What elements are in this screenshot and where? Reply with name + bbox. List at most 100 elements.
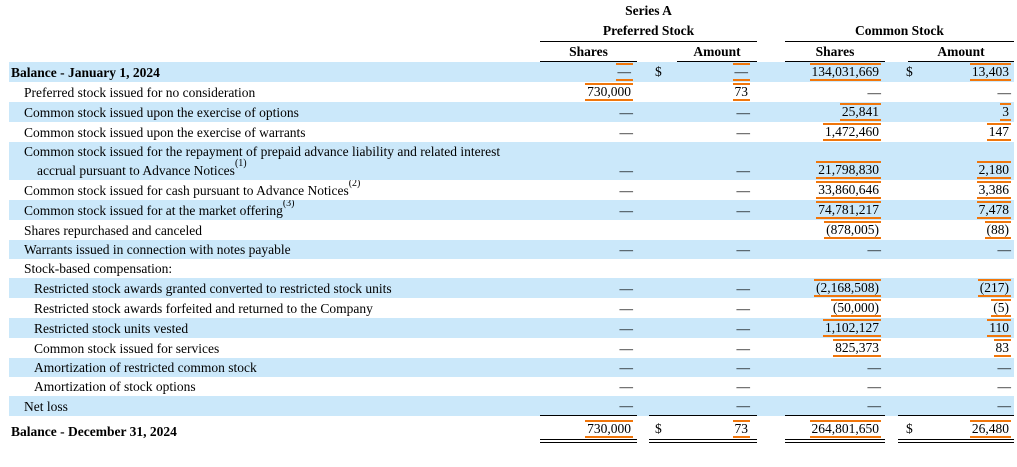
table-row: Restricted stock awards forfeited and re… (9, 298, 1014, 318)
preferred-shares-cell: — (540, 102, 637, 122)
common-shares-cell: 264,801,650 (785, 415, 885, 443)
column-gap (757, 278, 785, 298)
column-gap (885, 416, 898, 442)
column-gap (885, 298, 898, 318)
common-shares-marked-value: 134,031,669 (809, 63, 881, 81)
common-shares-value: — (867, 360, 882, 375)
common-shares-value: — (867, 242, 882, 257)
header-spacer (757, 21, 785, 42)
header-spacer (9, 42, 540, 62)
column-gap (757, 396, 785, 416)
column-gap (637, 220, 649, 240)
common-shares-cell: 825,373 (785, 338, 885, 358)
preferred-amount-cell: — (649, 338, 757, 358)
common-amount-value: — (997, 85, 1012, 100)
table-row: Warrants issued in connection with notes… (9, 240, 1014, 259)
common-amount-marked-value: 147 (986, 123, 1011, 141)
stockholders-equity-table: Series A Preferred Stock Common Stock Sh… (9, 0, 1014, 443)
preferred-amount-value: — (736, 105, 751, 120)
preferred-shares-value: — (619, 105, 634, 120)
table-row: Common stock issued for cash pursuant to… (9, 180, 1014, 200)
column-gap (637, 358, 649, 377)
preferred-amount-cell: — (649, 358, 757, 377)
header-spacer (9, 21, 540, 42)
dollar-sign: $ (906, 421, 913, 436)
column-gap (757, 200, 785, 220)
common-shares-cell: 1,472,460 (785, 122, 885, 142)
row-label: Amortization of stock options (34, 379, 196, 394)
table-row: Common stock issued upon the exercise of… (9, 122, 1014, 142)
preferred-amount-cell: — (649, 142, 757, 180)
header-spacer (757, 0, 785, 21)
preferred-amount-cell: — (649, 102, 757, 122)
common-amount-marked-value: 3,386 (976, 181, 1011, 199)
preferred-amount-value: — (736, 398, 751, 413)
group-name-row: Preferred Stock Common Stock (9, 21, 1014, 42)
row-label: Shares repurchased and canceled (24, 223, 203, 238)
preferred-shares-cell (540, 259, 637, 278)
footnote-reference: (2) (348, 180, 361, 189)
column-gap (637, 377, 649, 396)
preferred-amount-value: — (736, 163, 751, 178)
preferred-amount-cell: — (649, 278, 757, 298)
preferred-amount-value: — (736, 125, 751, 140)
common-shares-cell: 74,781,217 (785, 200, 885, 220)
preferred-shares-marked-value: — (615, 63, 633, 81)
common-shares-cell: (50,000) (785, 298, 885, 318)
row-label: Common stock issued for cash pursuant to… (9, 180, 540, 200)
column-gap (757, 240, 785, 259)
common-shares-cell: 33,860,646 (785, 180, 885, 200)
common-amount-cell: — (898, 396, 1014, 416)
table-row: Net loss — — — — (9, 396, 1014, 416)
preferred-amount-cell: $73 (649, 415, 757, 443)
row-label: Balance - December 31, 2024 (11, 424, 177, 439)
common-shares-cell: (2,168,508) (785, 278, 885, 298)
header-spacer (637, 42, 649, 62)
row-label: Net loss (9, 396, 540, 416)
common-shares-marked-value: 74,781,217 (816, 201, 881, 219)
preferred-stock-group-cell: Preferred Stock (540, 21, 757, 42)
preferred-amount-value: — (736, 379, 751, 394)
preferred-amount-value: — (736, 242, 751, 257)
common-amount-cell: 3,386 (898, 180, 1014, 200)
common-amount-cell: 147 (898, 122, 1014, 142)
common-amount-cell: 3 (898, 102, 1014, 122)
column-gap (757, 62, 785, 82)
common-shares-header: Shares (785, 42, 885, 62)
row-label: Restricted stock units vested (9, 318, 540, 338)
header-spacer (9, 0, 540, 21)
table-row: Preferred stock issued for no considerat… (9, 82, 1014, 102)
table-header: Series A Preferred Stock Common Stock Sh… (9, 0, 1014, 62)
common-shares-marked-value: (878,005) (824, 221, 881, 239)
column-gap (885, 82, 898, 102)
column-gap (757, 377, 785, 396)
common-amount-cell: (5) (898, 298, 1014, 318)
dollar-sign: $ (655, 64, 662, 79)
row-label: Common stock issued upon the exercise of… (24, 125, 306, 140)
column-gap (757, 318, 785, 338)
dollar-sign: $ (906, 64, 913, 79)
table-row: Common stock issued for services — — 825,37… (9, 338, 1014, 358)
column-gap (757, 220, 785, 240)
preferred-amount-cell: — (649, 298, 757, 318)
row-label: Stock-based compensation: (24, 261, 173, 276)
column-gap (885, 358, 898, 377)
preferred-shares-value: — (619, 163, 634, 178)
column-gap (757, 298, 785, 318)
preferred-amount-cell: — (649, 396, 757, 416)
common-stock-group-header: Common Stock (785, 21, 1014, 42)
row-label: Common stock issued for at the market of… (9, 200, 540, 220)
column-gap (757, 259, 785, 278)
column-gap (885, 180, 898, 200)
common-shares-cell: (878,005) (785, 220, 885, 240)
common-amount-marked-value: 83 (993, 339, 1011, 357)
common-shares-cell: — (785, 240, 885, 259)
column-gap (757, 180, 785, 200)
column-gap (757, 338, 785, 358)
common-amount-cell (898, 259, 1014, 278)
column-gap (637, 102, 649, 122)
preferred-amount-header-cell: Amount (649, 42, 757, 62)
common-amount-marked-value: (88) (984, 221, 1011, 239)
preferred-amount-value: — (736, 281, 751, 296)
common-amount-cell: — (898, 240, 1014, 259)
